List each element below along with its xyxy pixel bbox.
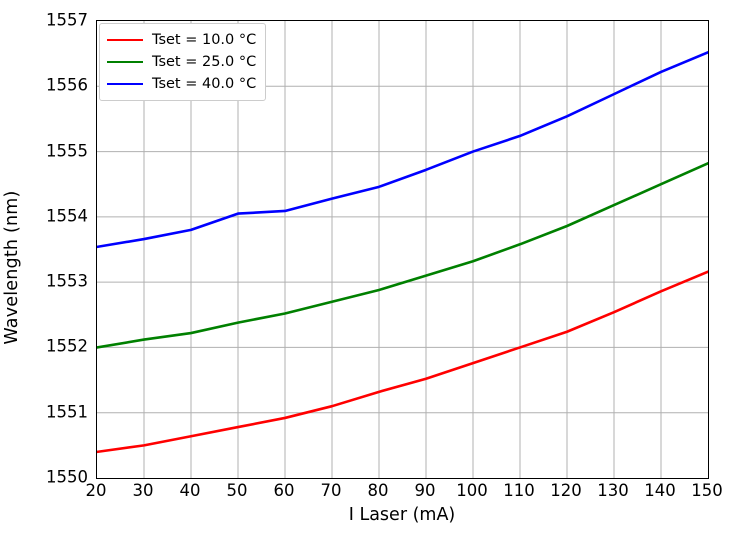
legend-item: Tset = 10.0 °C [107,29,256,51]
y-tick-label: 1550 [46,467,88,487]
legend-item: Tset = 40.0 °C [107,73,256,95]
x-tick-label: 150 [691,481,723,500]
x-tick-label: 20 [85,481,107,500]
x-tick-label: 140 [644,481,676,500]
x-tick-label: 50 [226,481,248,500]
y-axis-tick-labels: 1550 1551 1552 1553 1554 1555 1556 1557 [0,0,88,535]
legend-color-swatch-icon [107,61,143,63]
x-tick-label: 30 [132,481,154,500]
chart-legend: Tset = 10.0 °C Tset = 25.0 °C Tset = 40.0 … [99,23,267,101]
legend-item: Tset = 25.0 °C [107,51,256,73]
y-tick-label: 1556 [46,75,88,95]
y-tick-label: 1553 [46,271,88,291]
data-series-lines [97,51,708,454]
x-tick-label: 60 [273,481,295,500]
legend-color-swatch-icon [107,39,143,41]
x-axis-title: I Laser (mA) [348,505,456,525]
legend-color-swatch-icon [107,83,143,85]
y-tick-label: 1552 [46,336,88,356]
y-tick-label: 1555 [46,141,88,161]
y-tick-label: 1557 [46,10,88,30]
x-tick-label: 90 [414,481,436,500]
legend-item-label: Tset = 25.0 °C [152,54,257,70]
x-tick-label: 80 [367,481,389,500]
legend-item-label: Tset = 40.0 °C [152,76,257,92]
y-tick-label: 1554 [46,206,88,226]
grid-lines [97,21,708,478]
x-tick-label: 40 [179,481,201,500]
x-tick-label: 130 [597,481,629,500]
y-tick-label: 1551 [46,402,88,422]
series-line-1 [97,162,708,349]
x-tick-label: 100 [456,481,488,500]
legend-item-label: Tset = 10.0 °C [152,32,257,48]
plot-svg [97,21,708,478]
x-tick-label: 120 [550,481,582,500]
series-line-2 [97,51,708,249]
series-line-0 [97,270,708,454]
x-axis-tick-labels: 20 30 40 50 60 70 80 90 100 110 120 130 140 150 [0,481,730,505]
x-tick-label: 110 [503,481,535,500]
x-tick-label: 70 [320,481,342,500]
